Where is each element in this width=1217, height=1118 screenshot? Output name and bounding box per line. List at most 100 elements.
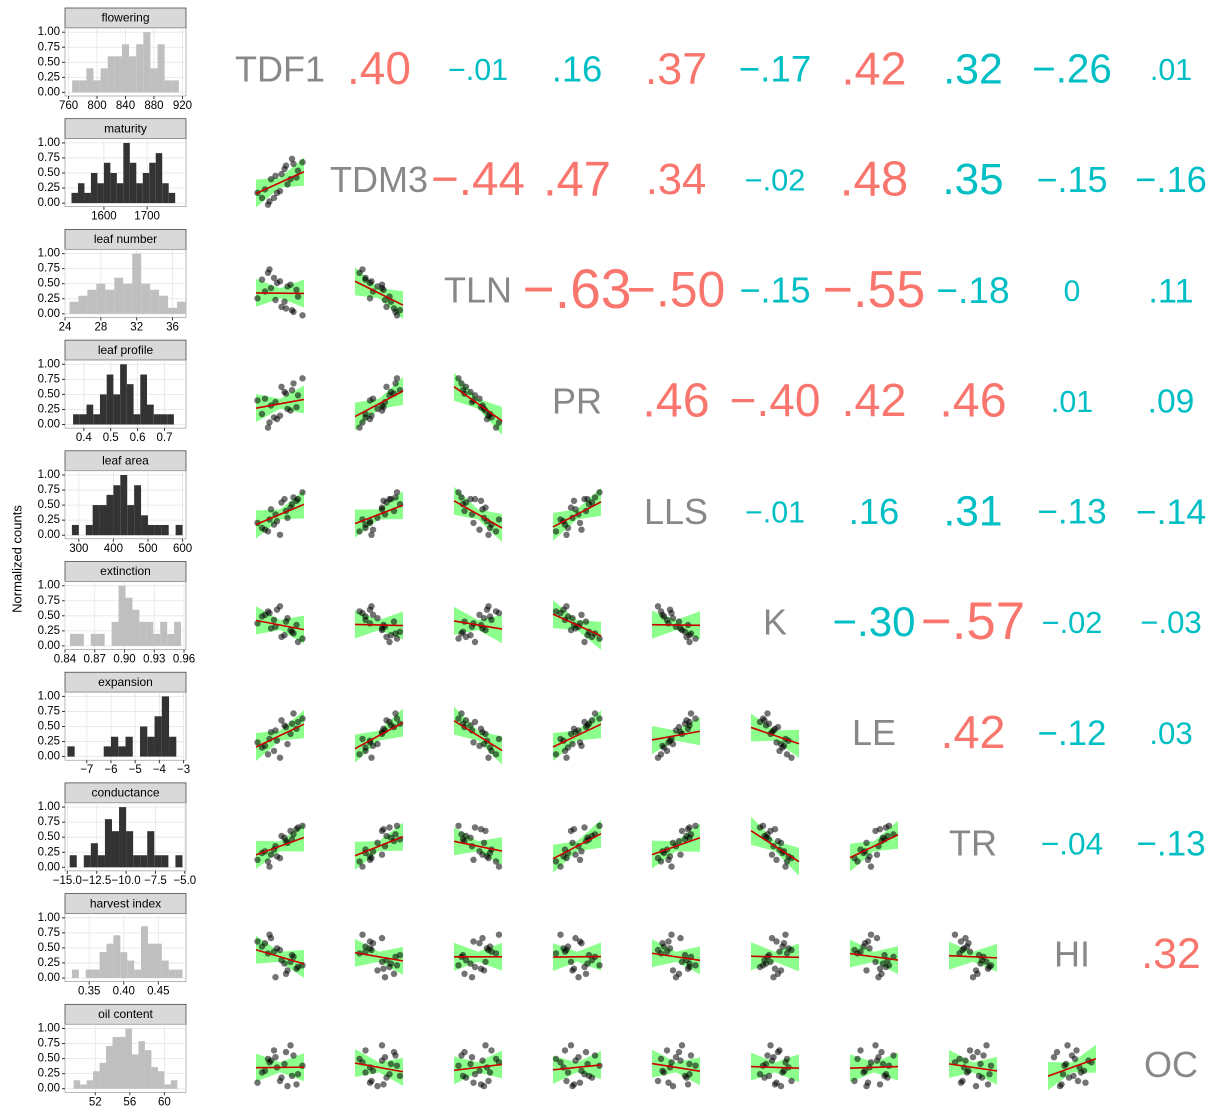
scatter-point — [380, 404, 387, 411]
scatter-point — [461, 1048, 468, 1056]
correlation-label: .01 — [1150, 53, 1192, 87]
scatter-point — [458, 831, 465, 838]
scatter-point — [362, 616, 369, 624]
variable-label: PR — [552, 380, 602, 421]
histogram-bar — [106, 1045, 113, 1089]
scatter-point — [468, 623, 476, 630]
scatter-point — [254, 519, 261, 527]
scatter-panel — [354, 931, 404, 981]
histogram-bar — [104, 819, 112, 868]
y-tick-label: 0.50 — [38, 499, 60, 511]
histogram-bar — [160, 621, 168, 646]
scatter-point — [557, 735, 564, 743]
correlation-label: .11 — [1148, 272, 1193, 310]
scatter-point — [485, 754, 492, 761]
scatter-panel — [651, 603, 701, 646]
scatter-panel — [750, 816, 800, 876]
histogram-bar — [69, 855, 77, 868]
fit-line — [651, 837, 701, 856]
y-tick-label: 0.75 — [38, 263, 60, 275]
scatter-point — [759, 962, 767, 969]
scatter-point — [1074, 1077, 1082, 1085]
y-tick-label: 0.25 — [38, 625, 60, 637]
scatter-point — [359, 609, 366, 617]
scatter-point — [258, 194, 266, 202]
histogram-bar — [85, 524, 93, 536]
scatter-point — [1064, 1042, 1071, 1049]
correlation-label: .47 — [543, 152, 611, 206]
correlation-label: −.50 — [627, 261, 726, 317]
scatter-point — [276, 187, 284, 195]
scatter-point — [578, 1067, 585, 1075]
scatter-point — [675, 618, 683, 625]
scatter-point — [284, 1082, 291, 1090]
scatter-panel — [750, 710, 800, 761]
histogram-bar — [175, 855, 183, 868]
x-tick-label: 400 — [104, 543, 123, 555]
variable-label: TDM3 — [330, 159, 428, 200]
scatter-point — [857, 948, 864, 955]
variable-label: TLN — [444, 270, 512, 311]
scatter-point — [681, 951, 689, 959]
scatter-point — [293, 621, 300, 629]
scatter-point — [782, 863, 789, 870]
scatter-point — [368, 854, 375, 862]
scatter-point — [396, 307, 404, 314]
scatter-point — [383, 303, 390, 310]
x-tick-label: 600 — [173, 543, 192, 555]
scatter-point — [381, 1054, 389, 1061]
histogram-bar — [168, 192, 176, 204]
scatter-point — [284, 740, 291, 748]
scatter-point — [254, 739, 261, 746]
scatter-point — [863, 967, 870, 974]
scatter-point — [780, 940, 788, 947]
fit-line — [354, 951, 404, 962]
scatter-point — [479, 934, 486, 942]
scatter-point — [668, 1059, 675, 1066]
histogram-bar — [168, 307, 178, 314]
correlation-label: .46 — [642, 374, 709, 428]
scatter-point — [576, 519, 584, 527]
histogram-bar — [112, 1036, 120, 1089]
scatter-point — [288, 1072, 296, 1080]
scatter-point — [299, 159, 306, 166]
scatter-point — [294, 1071, 302, 1078]
variable-label: OC — [1144, 1044, 1198, 1085]
scatter-point — [294, 293, 302, 300]
scatter-point — [854, 1055, 861, 1063]
scatter-point — [567, 1042, 575, 1049]
scatter-point — [366, 518, 374, 525]
histogram-bar — [133, 414, 141, 425]
correlation-label: −.63 — [523, 258, 632, 320]
y-tick-label: 0.25 — [38, 403, 60, 415]
scatter-point — [596, 715, 603, 722]
fit-line — [354, 390, 404, 418]
panel-title: maturity — [104, 121, 147, 135]
scatter-panel — [651, 710, 701, 761]
scatter-point — [677, 851, 684, 858]
scatter-point — [267, 176, 275, 183]
scatter-point — [596, 822, 603, 829]
x-tick-label: 36 — [166, 321, 179, 333]
scatter-point — [374, 967, 381, 974]
scatter-point — [356, 528, 363, 535]
scatter-point — [687, 1052, 695, 1059]
correlation-label: .40 — [347, 42, 411, 94]
histogram-bar — [140, 726, 148, 757]
scatter-point — [563, 531, 570, 538]
scatter-point — [467, 960, 474, 967]
scatter-panel — [552, 819, 603, 873]
histogram-bar — [125, 597, 133, 646]
scatter-point — [393, 312, 401, 319]
y-tick-label: 0.50 — [38, 56, 60, 68]
scatter-point — [492, 528, 500, 535]
scatter-panel — [651, 931, 701, 981]
variable-label: K — [763, 602, 787, 643]
scatter-point — [287, 730, 294, 738]
scatter-point — [885, 962, 893, 969]
fit-line — [453, 500, 503, 529]
scatter-point — [684, 1081, 692, 1088]
histogram-bar — [67, 746, 75, 757]
x-tick-label: −5 — [129, 764, 142, 776]
